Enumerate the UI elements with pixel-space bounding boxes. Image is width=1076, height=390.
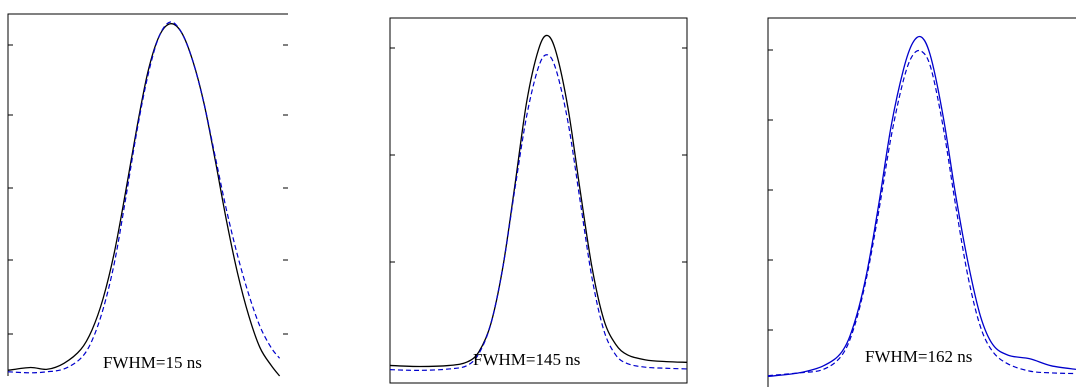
fwhm-annotation: FWHM=145 ns — [473, 350, 580, 369]
fwhm-annotation: FWHM=162 ns — [865, 347, 972, 366]
axes-frame — [7, 13, 288, 376]
measured-curve-solid — [767, 35, 1076, 378]
axes-frame — [767, 17, 1076, 387]
panel-fwhm-15ns: FWHM=15 ns — [7, 13, 288, 377]
axes-frame — [389, 17, 688, 384]
measured-curve-solid — [7, 23, 281, 377]
fit-curve-dashed — [389, 54, 688, 371]
fit-curve-dashed — [767, 49, 1076, 377]
fwhm-annotation: FWHM=15 ns — [103, 353, 202, 372]
panel-fwhm-162ns: FWHM=162 ns — [767, 17, 1076, 387]
panel-fwhm-145ns: FWHM=145 ns — [389, 17, 688, 384]
measured-curve-solid — [389, 34, 688, 368]
fit-curve-dashed — [7, 21, 281, 374]
